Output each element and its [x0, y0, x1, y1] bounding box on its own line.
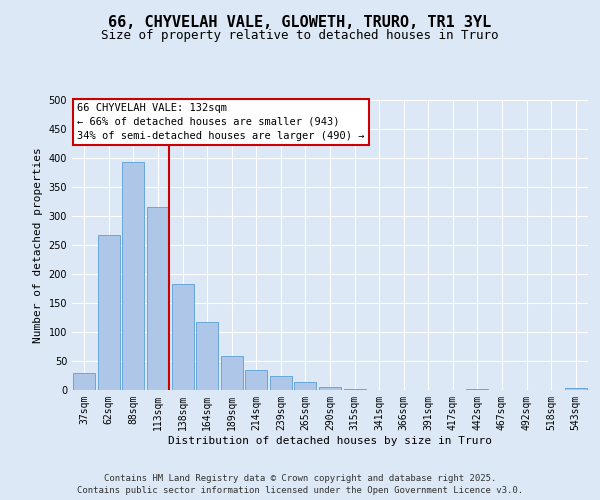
Text: 66, CHYVELAH VALE, GLOWETH, TRURO, TR1 3YL: 66, CHYVELAH VALE, GLOWETH, TRURO, TR1 3… [109, 15, 491, 30]
Bar [270, 376, 292, 390]
Text: Size of property relative to detached houses in Truro: Size of property relative to detached ho… [101, 28, 499, 42]
X-axis label: Distribution of detached houses by size in Truro: Distribution of detached houses by size … [168, 436, 492, 446]
Bar [221, 356, 243, 390]
Bar [147, 208, 169, 390]
Bar [196, 322, 218, 390]
Text: 66 CHYVELAH VALE: 132sqm
← 66% of detached houses are smaller (943)
34% of semi-: 66 CHYVELAH VALE: 132sqm ← 66% of detach… [77, 103, 365, 141]
Bar [73, 372, 95, 390]
Bar [295, 382, 316, 390]
Bar [565, 388, 587, 390]
Bar [172, 284, 194, 390]
Bar [319, 386, 341, 390]
Bar [245, 370, 268, 390]
Bar [98, 234, 120, 390]
Y-axis label: Number of detached properties: Number of detached properties [33, 147, 43, 343]
Bar [122, 162, 145, 390]
Text: Contains HM Land Registry data © Crown copyright and database right 2025.
Contai: Contains HM Land Registry data © Crown c… [77, 474, 523, 495]
